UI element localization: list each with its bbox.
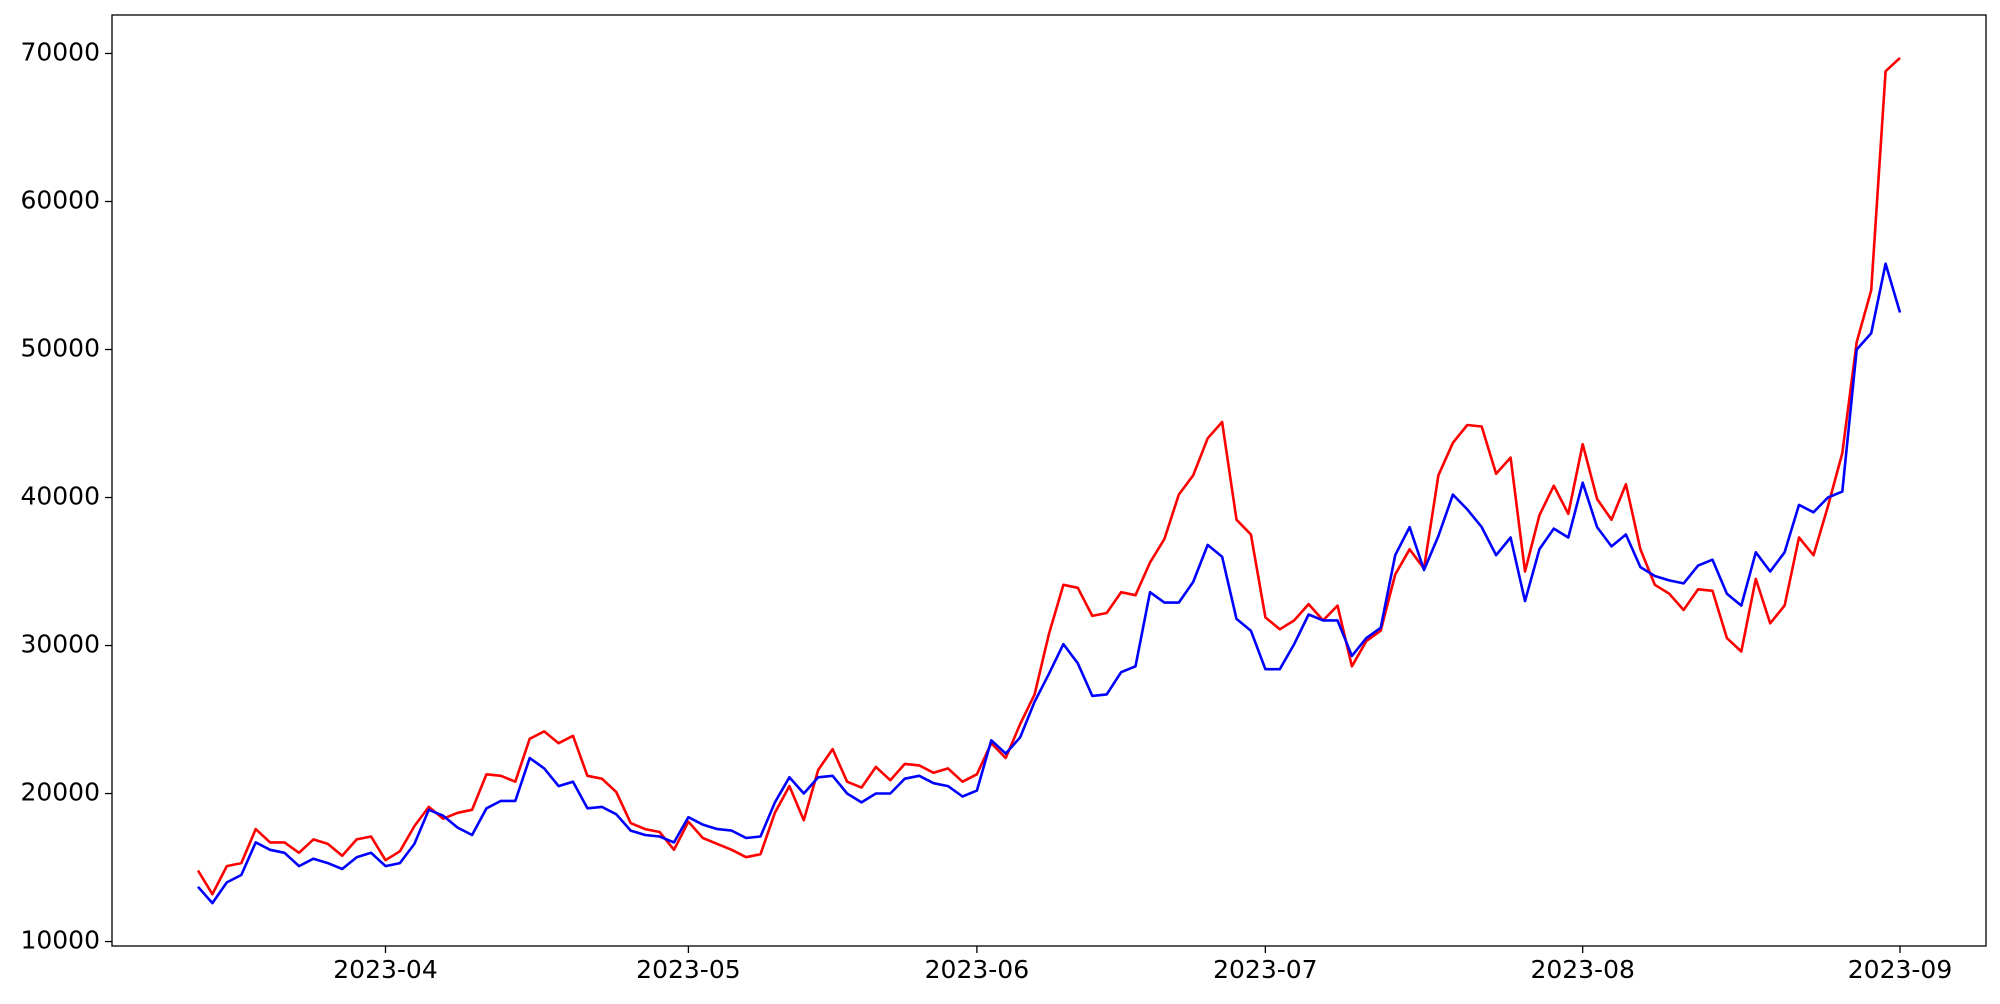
y-tick-label: 60000 bbox=[20, 185, 100, 214]
y-tick-label: 30000 bbox=[20, 630, 100, 659]
y-tick-label: 40000 bbox=[20, 482, 100, 511]
x-tick-label: 2023-09 bbox=[1848, 955, 1952, 984]
series-line bbox=[197, 262, 1902, 905]
plot-frame bbox=[111, 14, 1987, 947]
series-line bbox=[196, 56, 1901, 896]
x-tick-label: 2023-08 bbox=[1530, 955, 1634, 984]
x-tick-label: 2023-05 bbox=[636, 955, 740, 984]
y-tick-label: 20000 bbox=[20, 778, 100, 807]
y-tick-label: 10000 bbox=[20, 926, 100, 955]
x-tick-label: 2023-06 bbox=[925, 955, 1029, 984]
x-tick-label: 2023-04 bbox=[333, 955, 437, 984]
y-tick-label: 70000 bbox=[20, 37, 100, 66]
x-tick-label: 2023-07 bbox=[1213, 955, 1317, 984]
y-tick-label: 50000 bbox=[20, 334, 100, 363]
